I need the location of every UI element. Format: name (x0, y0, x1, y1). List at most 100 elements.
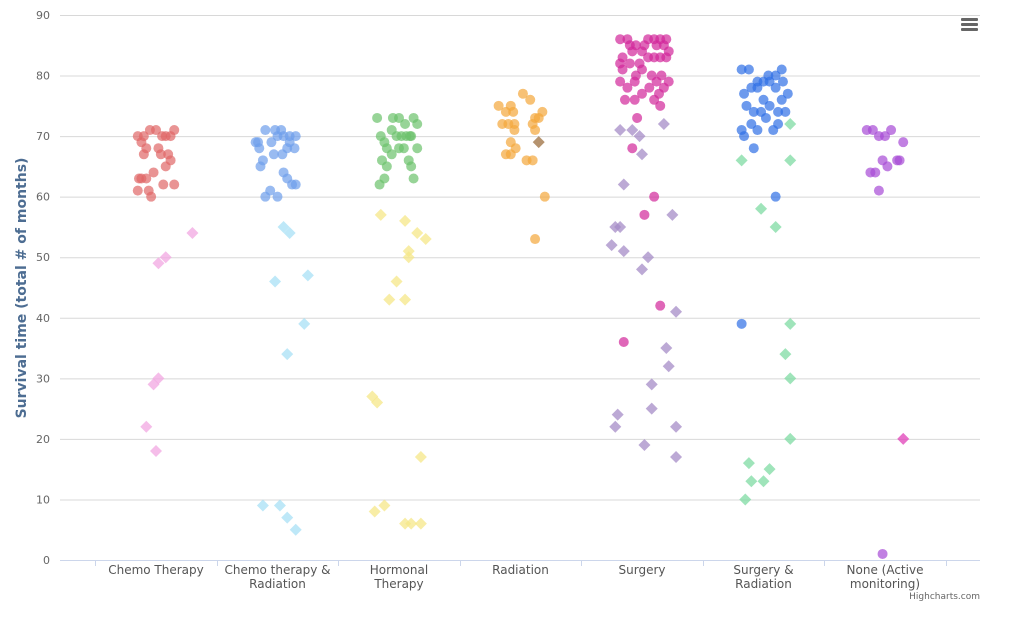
data-point-diamond (662, 360, 675, 373)
data-point (743, 64, 754, 75)
data-point (654, 88, 665, 99)
x-tick-label: Chemo therapy & Radiation (224, 563, 330, 591)
data-point-diamond (784, 154, 797, 167)
data-point (268, 149, 279, 160)
data-point (622, 82, 633, 93)
data-point (505, 149, 516, 160)
data-point-diamond (614, 124, 627, 137)
data-point (639, 209, 650, 220)
data-point (381, 161, 392, 172)
data-point (770, 70, 781, 81)
data-point-diamond (152, 257, 165, 270)
data-point (527, 155, 538, 166)
data-point-diamond (784, 317, 797, 330)
data-point (649, 191, 660, 202)
y-tick-label: 0 (43, 554, 50, 567)
data-point-diamond (414, 451, 427, 464)
data-point (260, 125, 271, 136)
data-point (138, 131, 149, 142)
data-point (163, 149, 174, 160)
data-point (141, 143, 152, 154)
data-point (880, 131, 890, 142)
data-point-diamond (399, 517, 412, 530)
data-point-diamond (405, 517, 418, 530)
data-point (634, 58, 645, 69)
y-tick-label: 40 (36, 312, 50, 325)
data-point (289, 143, 300, 154)
data-point (624, 40, 635, 51)
data-point (656, 70, 667, 81)
y-tick-label: 60 (36, 191, 50, 204)
data-point (148, 167, 159, 178)
data-point (155, 149, 166, 160)
data-point-diamond (666, 208, 679, 221)
data-point-diamond (617, 245, 630, 258)
data-point (629, 76, 640, 87)
data-point (882, 161, 893, 172)
data-point-diamond (670, 451, 683, 464)
x-tick-label: Surgery & Radiation (733, 563, 793, 591)
data-point-diamond (784, 432, 797, 445)
data-point-diamond (159, 251, 172, 264)
data-point (624, 58, 635, 69)
data-point-diamond (670, 420, 683, 433)
data-point-diamond (383, 293, 396, 306)
data-points (132, 34, 910, 559)
data-point-diamond (256, 499, 269, 512)
data-point-diamond (897, 432, 910, 445)
data-point (404, 131, 415, 142)
data-point-diamond (636, 263, 648, 276)
data-point-diamond (419, 233, 432, 246)
x-tick-label: Hormonal Therapy (370, 563, 428, 591)
data-point (508, 106, 519, 117)
data-point (746, 119, 757, 129)
data-point-diamond (273, 499, 286, 512)
data-point (756, 106, 767, 117)
data-point-diamond (140, 420, 153, 433)
data-point (539, 191, 550, 202)
data-point (770, 191, 781, 202)
data-point-diamond (636, 148, 648, 161)
y-tick-label: 70 (36, 130, 50, 143)
data-point (644, 82, 655, 93)
data-point-diamond (645, 402, 658, 415)
x-tick-label: None (Active monitoring) (847, 563, 924, 591)
data-point-diamond (755, 202, 768, 215)
data-point-diamond (642, 251, 655, 264)
data-point (530, 125, 541, 136)
data-point (255, 161, 266, 172)
credits-link[interactable]: Highcharts.com (909, 592, 980, 602)
data-point (400, 119, 411, 129)
data-point (780, 106, 791, 117)
data-point (619, 94, 630, 105)
data-point (525, 94, 536, 105)
data-point-diamond (735, 154, 748, 167)
grid-lines (60, 15, 980, 561)
data-point-diamond (368, 505, 381, 518)
data-point (639, 40, 650, 51)
data-point (877, 548, 888, 559)
data-point (627, 143, 638, 154)
data-point (776, 64, 787, 75)
x-tick-label: Surgery (619, 563, 666, 577)
data-point-diamond (657, 118, 670, 130)
data-point (886, 125, 897, 136)
data-point-diamond (769, 220, 782, 233)
data-point (736, 64, 747, 75)
hamburger-menu-icon[interactable] (957, 14, 981, 36)
data-point (169, 179, 180, 190)
data-point-diamond (532, 136, 545, 149)
data-point (408, 112, 419, 123)
data-point (408, 173, 419, 184)
data-point-diamond (617, 178, 630, 191)
data-point-diamond (660, 342, 673, 355)
data-point-diamond (374, 208, 387, 221)
data-point-diamond (414, 517, 427, 530)
data-point (752, 125, 763, 136)
data-point (894, 155, 905, 166)
data-point (272, 191, 283, 202)
data-point (406, 161, 417, 172)
data-point (739, 88, 750, 99)
data-point (736, 318, 747, 329)
data-point-diamond (402, 245, 415, 258)
